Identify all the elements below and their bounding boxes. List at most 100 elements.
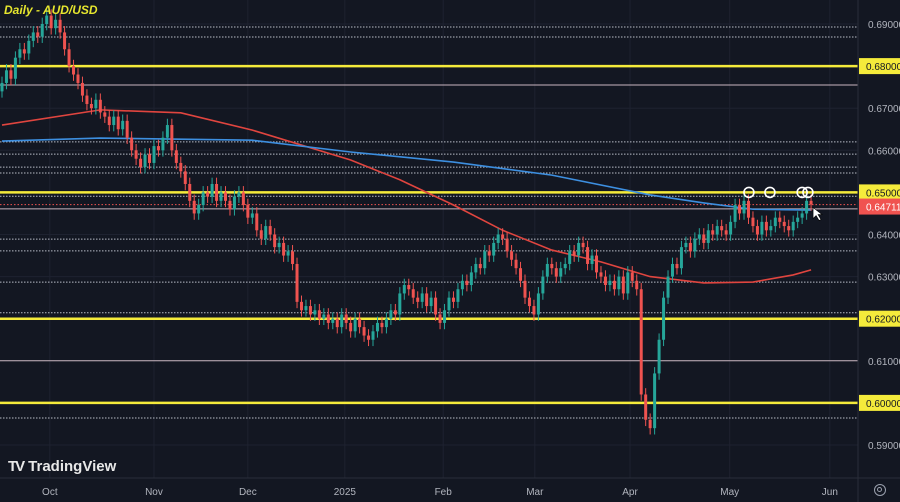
candle[interactable] (259, 223, 263, 246)
candle[interactable] (617, 270, 621, 296)
candle[interactable] (407, 278, 411, 296)
candle[interactable] (662, 291, 666, 347)
candle[interactable] (250, 207, 254, 224)
candle[interactable] (568, 245, 572, 271)
candle[interactable] (572, 245, 576, 262)
candle[interactable] (0, 76, 4, 98)
candle[interactable] (505, 232, 509, 258)
candle[interactable] (706, 223, 710, 250)
candle[interactable] (282, 236, 286, 262)
candle[interactable] (58, 13, 62, 39)
candle[interactable] (85, 89, 89, 111)
candle[interactable] (697, 228, 701, 246)
candle[interactable] (63, 26, 67, 56)
candle[interactable] (541, 270, 545, 300)
price-axis[interactable] (858, 0, 900, 502)
candle[interactable] (675, 257, 679, 275)
candle[interactable] (353, 312, 357, 338)
candle[interactable] (496, 228, 500, 250)
candle[interactable] (340, 308, 344, 334)
candle[interactable] (9, 63, 13, 86)
candle[interactable] (237, 186, 241, 203)
candle[interactable] (295, 257, 299, 309)
candle[interactable] (420, 287, 424, 309)
candle[interactable] (31, 26, 35, 48)
candle[interactable] (519, 261, 523, 288)
candle[interactable] (773, 211, 777, 233)
candle[interactable] (778, 211, 782, 229)
candle[interactable] (514, 253, 518, 275)
candle[interactable] (456, 282, 460, 309)
candle[interactable] (586, 240, 590, 271)
candle[interactable] (487, 245, 491, 262)
candle[interactable] (384, 312, 388, 334)
candle[interactable] (671, 257, 674, 283)
candle[interactable] (13, 51, 17, 86)
candle[interactable] (188, 177, 192, 208)
candle[interactable] (322, 308, 326, 326)
candle[interactable] (152, 139, 156, 170)
candle[interactable] (639, 282, 643, 401)
candle[interactable] (165, 118, 169, 144)
candle[interactable] (791, 215, 795, 237)
candle[interactable] (469, 266, 473, 292)
candle[interactable] (183, 165, 187, 191)
candle[interactable] (702, 228, 706, 250)
candle[interactable] (371, 325, 375, 347)
candle[interactable] (326, 308, 330, 330)
candle[interactable] (554, 261, 558, 283)
candle[interactable] (746, 194, 750, 224)
candle[interactable] (474, 257, 478, 279)
candle[interactable] (653, 367, 657, 435)
candle[interactable] (644, 388, 648, 427)
candle[interactable] (148, 148, 152, 170)
candle[interactable] (331, 312, 335, 330)
candle[interactable] (688, 236, 692, 258)
candle[interactable] (581, 236, 585, 254)
candle[interactable] (501, 228, 505, 246)
candle[interactable] (268, 219, 272, 241)
candle[interactable] (210, 177, 214, 203)
candle[interactable] (344, 308, 348, 330)
candle[interactable] (751, 211, 755, 233)
candle[interactable] (805, 194, 809, 220)
candle[interactable] (599, 266, 603, 283)
candle[interactable] (72, 59, 76, 81)
candle[interactable] (563, 257, 567, 275)
candle[interactable] (308, 299, 312, 321)
candle[interactable] (174, 143, 178, 170)
candle[interactable] (206, 186, 210, 203)
candle[interactable] (313, 303, 317, 321)
candle[interactable] (595, 249, 599, 279)
candle[interactable] (358, 312, 362, 334)
candle[interactable] (4, 63, 8, 90)
candle[interactable] (277, 236, 281, 254)
candle[interactable] (666, 270, 670, 304)
candle[interactable] (402, 278, 406, 300)
candle[interactable] (286, 245, 290, 262)
candle[interactable] (103, 106, 107, 123)
candle[interactable] (197, 198, 201, 220)
candle[interactable] (161, 131, 165, 157)
candle[interactable] (215, 177, 219, 208)
candle[interactable] (711, 223, 715, 241)
candle[interactable] (755, 219, 759, 241)
candle[interactable] (443, 303, 447, 330)
candle[interactable] (769, 219, 773, 237)
candle[interactable] (36, 26, 40, 43)
candle[interactable] (603, 270, 607, 292)
candle[interactable] (54, 13, 58, 35)
candle[interactable] (693, 232, 697, 258)
candle[interactable] (590, 249, 594, 271)
candle[interactable] (483, 245, 487, 275)
candle[interactable] (299, 295, 303, 317)
candle[interactable] (241, 186, 245, 212)
candle[interactable] (733, 198, 737, 229)
candle[interactable] (255, 207, 259, 237)
candle[interactable] (273, 228, 277, 254)
candle[interactable] (94, 93, 98, 115)
candle[interactable] (523, 274, 527, 304)
candle[interactable] (657, 333, 661, 380)
candle[interactable] (116, 110, 120, 136)
candle[interactable] (121, 114, 125, 136)
